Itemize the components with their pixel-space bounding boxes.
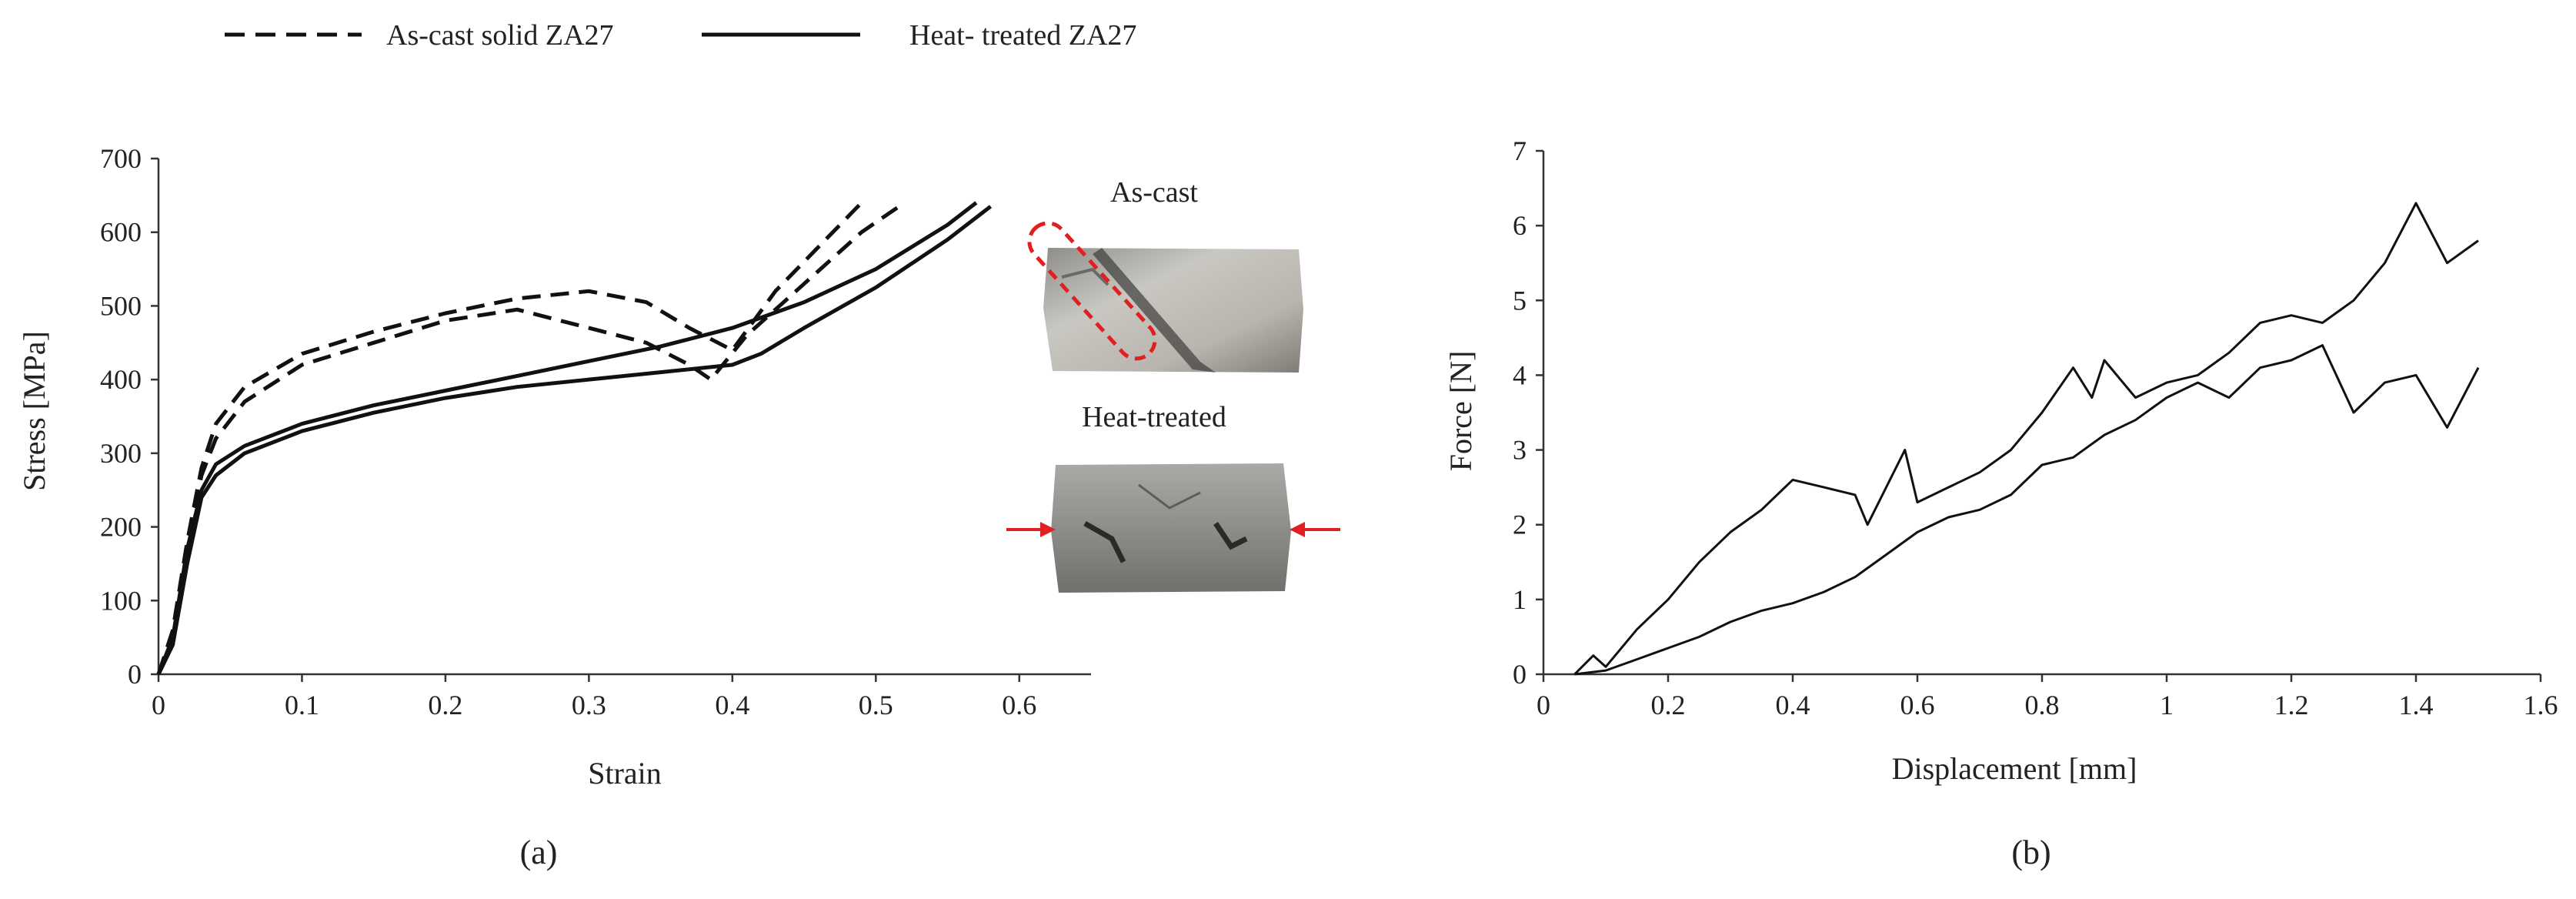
y-tick-label: 100 xyxy=(100,585,142,616)
force-displacement-chart: 0 0.2 0.4 0.6 0.8 1 1.2 1.4 1.6 0 1 2 3 4 5 6 7 Displace… xyxy=(1443,135,2558,871)
x-tick-label: 1.2 xyxy=(2274,690,2309,720)
stress-strain-series xyxy=(156,201,993,676)
x-tick-label: 0.4 xyxy=(715,690,749,720)
x-tick-label: 1.6 xyxy=(2524,690,2558,720)
y-tick-label: 200 xyxy=(100,512,142,543)
y-tick-label: 0 xyxy=(128,659,142,690)
x-tick-label: 0.6 xyxy=(1002,690,1036,720)
stress-strain-y-label: Stress [MPa] xyxy=(17,331,52,491)
stress-strain-chart: 0 0.1 0.2 0.3 0.4 0.5 0.6 0 100 200 300 400 500 600 70… xyxy=(17,143,1091,871)
photo-label-heat-treated: Heat-treated xyxy=(1082,401,1226,433)
legend: As-cast solid ZA27 Heat- treated ZA27 xyxy=(225,19,1136,52)
heat-treated-specimen-photo xyxy=(1006,463,1340,593)
legend-solid-label: Heat- treated ZA27 xyxy=(909,19,1136,52)
force-displacement-axes: 0 0.2 0.4 0.6 0.8 1 1.2 1.4 1.6 0 1 2 3 4 5 6 7 xyxy=(1513,135,2558,720)
stress-strain-axes: 0 0.1 0.2 0.3 0.4 0.5 0.6 0 100 200 300 400 500 600 70… xyxy=(100,143,1091,720)
y-tick-label: 7 xyxy=(1513,135,1527,166)
y-tick-label: 2 xyxy=(1513,510,1527,540)
x-tick-label: 0 xyxy=(152,690,165,720)
force-displacement-y-label: Force [N] xyxy=(1443,351,1478,472)
y-tick-label: 400 xyxy=(100,364,142,395)
as-cast-specimen-photo xyxy=(1027,221,1303,373)
x-tick-label: 0.2 xyxy=(428,690,462,720)
series-line-4 xyxy=(156,205,993,676)
series-line-2 xyxy=(1574,344,2480,676)
x-tick-label: 1.4 xyxy=(2399,690,2434,720)
y-tick-label: 3 xyxy=(1513,435,1527,466)
panel-label-b: (b) xyxy=(2011,834,2050,871)
y-tick-label: 5 xyxy=(1513,285,1527,316)
x-tick-label: 0.6 xyxy=(1900,690,1935,720)
force-displacement-series xyxy=(1573,202,2480,676)
x-tick-label: 0.5 xyxy=(859,690,893,720)
y-tick-label: 300 xyxy=(100,438,142,469)
x-tick-label: 0.1 xyxy=(285,690,319,720)
x-tick-label: 0.3 xyxy=(572,690,606,720)
y-tick-label: 4 xyxy=(1513,359,1527,390)
specimen-photos: As-cast Heat-treated xyxy=(1006,176,1340,593)
legend-dashed-label: As-cast solid ZA27 xyxy=(386,19,614,52)
force-displacement-x-label: Displacement [mm] xyxy=(1892,751,2137,786)
x-tick-label: 0.2 xyxy=(1651,690,1686,720)
y-tick-label: 600 xyxy=(100,217,142,248)
x-tick-label: 1 xyxy=(2160,690,2174,720)
series-line-2 xyxy=(156,201,906,675)
panel-label-a: (a) xyxy=(520,834,558,871)
y-tick-label: 6 xyxy=(1513,210,1527,241)
x-tick-label: 0 xyxy=(1537,690,1550,720)
y-tick-label: 700 xyxy=(100,143,142,174)
y-tick-label: 0 xyxy=(1513,659,1527,690)
stress-strain-x-label: Strain xyxy=(588,756,662,790)
series-line-1 xyxy=(1573,202,2479,676)
x-tick-label: 0.8 xyxy=(2025,690,2060,720)
y-tick-label: 500 xyxy=(100,290,142,321)
series-line-3 xyxy=(156,201,978,675)
y-tick-label: 1 xyxy=(1513,584,1527,615)
x-tick-label: 0.4 xyxy=(1776,690,1810,720)
photo-label-as-cast: As-cast xyxy=(1110,176,1198,209)
